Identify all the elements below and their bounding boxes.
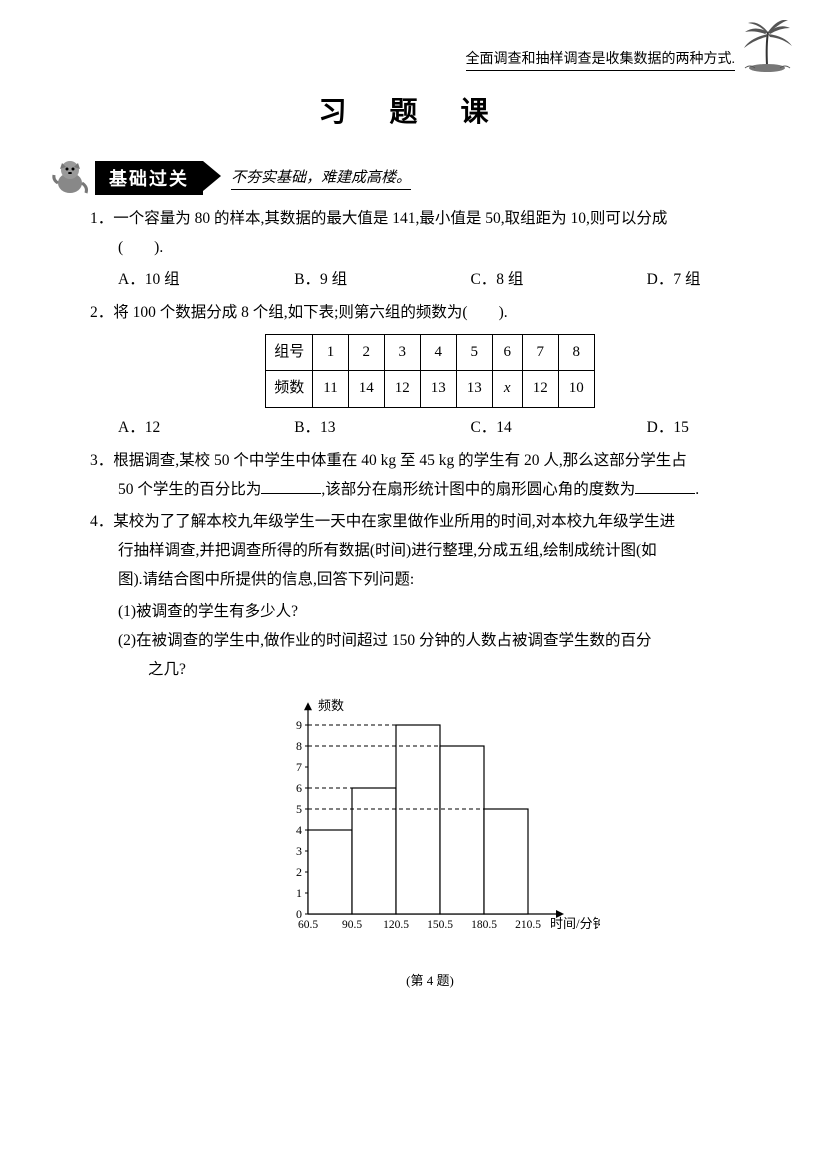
svg-text:5: 5	[296, 802, 302, 816]
q3-line2c: .	[695, 481, 699, 498]
table-cell: 14	[348, 371, 384, 408]
q1-paren: ( ).	[90, 239, 163, 256]
q3-line2a: 50 个学生的百分比为	[90, 481, 261, 498]
svg-text:时间/分钟: 时间/分钟	[550, 916, 600, 931]
svg-text:120.5: 120.5	[383, 919, 409, 931]
svg-text:6: 6	[296, 781, 302, 795]
svg-text:210.5: 210.5	[515, 919, 541, 931]
table-cell: 4	[420, 334, 456, 371]
q4-sub2a: (2)在被调查的学生中,做作业的时间超过 150 分钟的人数占被调查学生数的百分	[118, 632, 651, 649]
section-badge: 基础过关	[95, 161, 203, 195]
q2-table: 组号 1 2 3 4 5 6 7 8 频数 11 14 12 13 13 x 1…	[265, 334, 594, 409]
palm-tree-icon	[740, 20, 795, 75]
svg-text:频数: 频数	[318, 698, 344, 713]
table-cell: 13	[420, 371, 456, 408]
chart-caption: (第 4 题)	[260, 969, 600, 993]
section-subtitle: 不夯实基础，难建成高楼。	[231, 166, 411, 190]
table-cell: x	[492, 371, 522, 408]
q4-line1: 4．某校为了了解本校九年级学生一天中在家里做作业所用的时间,对本校九年级学生进	[90, 513, 675, 530]
question-1: 1．一个容量为 80 的样本,其数据的最大值是 141,最小值是 50,取组距为…	[90, 205, 770, 262]
q2-choice-b: B．13	[294, 414, 470, 443]
histogram-chart: 频数时间/分钟012345678960.590.5120.5150.5180.5…	[260, 694, 600, 993]
table-cell: 5	[456, 334, 492, 371]
question-4: 4．某校为了了解本校九年级学生一天中在家里做作业所用的时间,对本校九年级学生进 …	[90, 508, 770, 594]
svg-text:180.5: 180.5	[471, 919, 497, 931]
table-cell: 6	[492, 334, 522, 371]
q3-line2b: ,该部分在扇形统计图中的扇形圆心角的度数为	[321, 481, 635, 498]
table-cell: 8	[558, 334, 594, 371]
table-cell: 13	[456, 371, 492, 408]
svg-text:7: 7	[296, 760, 302, 774]
svg-text:1: 1	[296, 886, 302, 900]
q4-sub2: (2)在被调查的学生中,做作业的时间超过 150 分钟的人数占被调查学生数的百分…	[90, 627, 770, 684]
question-3: 3．根据调查,某校 50 个中学生中体重在 40 kg 至 45 kg 的学生有…	[90, 447, 770, 504]
table-cell: 3	[384, 334, 420, 371]
table-cell: 2	[348, 334, 384, 371]
content-area: 1．一个容量为 80 的样本,其数据的最大值是 141,最小值是 50,取组距为…	[90, 205, 770, 993]
svg-text:3: 3	[296, 844, 302, 858]
table-row: 频数 11 14 12 13 13 x 12 10	[266, 371, 594, 408]
mascot-icon	[48, 155, 93, 200]
table-cell: 12	[384, 371, 420, 408]
q1-choice-b: B．9 组	[294, 266, 470, 295]
q2-choice-d: D．15	[647, 414, 770, 443]
q1-choice-a: A．10 组	[118, 266, 294, 295]
table-row: 组号 1 2 3 4 5 6 7 8	[266, 334, 594, 371]
blank-2	[635, 479, 695, 494]
page-title: 习 题 课	[0, 90, 825, 130]
q2-text: 2．将 100 个数据分成 8 个组,如下表;则第六组的频数为( ).	[90, 304, 508, 321]
q4-sub1: (1)被调查的学生有多少人?	[90, 598, 770, 627]
q1-choice-c: C．8 组	[470, 266, 646, 295]
table-cell: 11	[313, 371, 348, 408]
variable-x: x	[504, 380, 511, 396]
table-cell: 12	[522, 371, 558, 408]
q3-line1: 3．根据调查,某校 50 个中学生中体重在 40 kg 至 45 kg 的学生有…	[90, 452, 687, 469]
q2-choices: A．12 B．13 C．14 D．15	[90, 414, 770, 443]
svg-text:60.5: 60.5	[298, 919, 318, 931]
table-cell: 10	[558, 371, 594, 408]
table-cell: 1	[313, 334, 348, 371]
svg-text:4: 4	[296, 823, 302, 837]
blank-1	[261, 479, 321, 494]
histogram-svg: 频数时间/分钟012345678960.590.5120.5150.5180.5…	[260, 694, 600, 954]
section-header: 基础过关 不夯实基础，难建成高楼。	[48, 155, 411, 200]
table-cell: 7	[522, 334, 558, 371]
table-header-cell: 组号	[266, 334, 313, 371]
q1-choices: A．10 组 B．9 组 C．8 组 D．7 组	[90, 266, 770, 295]
table-row-label: 频数	[266, 371, 313, 408]
svg-text:9: 9	[296, 718, 302, 732]
q2-choice-c: C．14	[470, 414, 646, 443]
q4-sub2b: 之几?	[118, 661, 186, 678]
q4-line2: 行抽样调查,并把调查所得的所有数据(时间)进行整理,分成五组,绘制成统计图(如	[90, 542, 657, 559]
q2-choice-a: A．12	[118, 414, 294, 443]
q1-choice-d: D．7 组	[647, 266, 770, 295]
svg-text:2: 2	[296, 865, 302, 879]
q4-line3: 图).请结合图中所提供的信息,回答下列问题:	[90, 571, 414, 588]
q1-text: 1．一个容量为 80 的样本,其数据的最大值是 141,最小值是 50,取组距为…	[90, 210, 667, 227]
header-note: 全面调查和抽样调查是收集数据的两种方式.	[466, 48, 736, 71]
svg-text:8: 8	[296, 739, 302, 753]
svg-text:150.5: 150.5	[427, 919, 453, 931]
question-2: 2．将 100 个数据分成 8 个组,如下表;则第六组的频数为( ).	[90, 299, 770, 328]
svg-text:90.5: 90.5	[342, 919, 362, 931]
